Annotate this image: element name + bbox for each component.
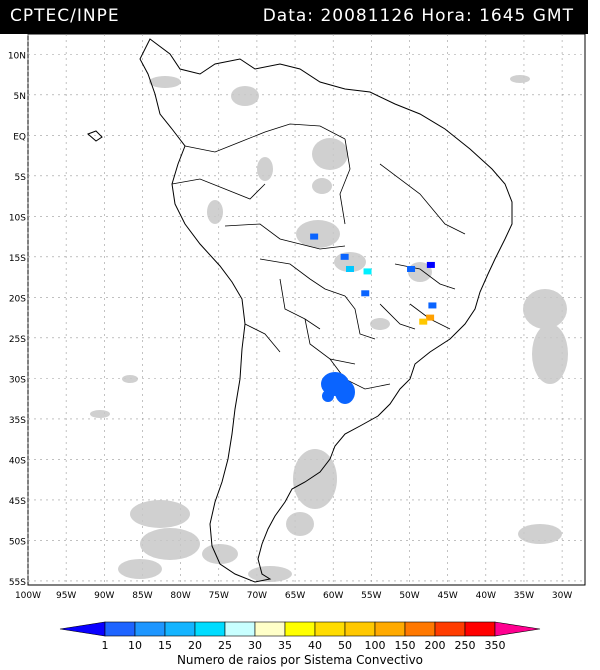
colorbar-swatch bbox=[434, 621, 466, 637]
convective-cell bbox=[340, 253, 349, 260]
colorbar-tick-label: 200 bbox=[425, 639, 446, 652]
colorbar-tick-label: 150 bbox=[395, 639, 416, 652]
lon-tick-label: 50W bbox=[399, 591, 419, 601]
colorbar-swatch bbox=[374, 621, 406, 637]
colorbar-tick-label: 50 bbox=[338, 639, 352, 652]
colorbar-tick-label: 35 bbox=[278, 639, 292, 652]
colorbar-swatch bbox=[314, 621, 346, 637]
convective-cell bbox=[426, 261, 435, 268]
lat-tick-label: 15S bbox=[9, 254, 26, 264]
convective-cell bbox=[419, 318, 428, 325]
lon-tick-label: 75W bbox=[209, 591, 229, 601]
convective-cell bbox=[310, 233, 319, 240]
colorbar-swatch bbox=[464, 621, 496, 637]
colorbar-tick-label: 10 bbox=[128, 639, 142, 652]
convective-cell bbox=[361, 290, 370, 297]
lat-tick-label: 55S bbox=[9, 578, 26, 588]
lon-tick-label: 65W bbox=[285, 591, 305, 601]
lat-tick-label: 50S bbox=[9, 537, 26, 547]
convective-cell bbox=[345, 265, 354, 272]
lat-tick-label: 45S bbox=[9, 497, 26, 507]
lat-tick-label: 5S bbox=[15, 173, 27, 183]
lon-tick-label: 100W bbox=[15, 591, 41, 601]
lon-tick-label: 35W bbox=[514, 591, 534, 601]
lat-tick-label: 30S bbox=[9, 375, 26, 385]
coastline bbox=[87, 38, 513, 583]
colorbar-tick-label: 20 bbox=[188, 639, 202, 652]
colorbar-swatch bbox=[344, 621, 376, 637]
lon-tick-label: 90W bbox=[94, 591, 114, 601]
colorbar-title: Numero de raios por Sistema Convectivo bbox=[176, 653, 424, 667]
colorbar-tick-label: 1 bbox=[102, 639, 109, 652]
convective-cell bbox=[428, 302, 437, 309]
colorbar-swatch bbox=[164, 621, 196, 637]
datetime-label: Data: 20081126 Hora: 1645 GMT bbox=[262, 6, 574, 26]
lon-tick-label: 55W bbox=[361, 591, 381, 601]
source-label: CPTEC/INPE bbox=[10, 6, 120, 26]
convective-cell bbox=[426, 314, 435, 321]
colorbar-swatch bbox=[284, 621, 316, 637]
colorbar-swatch bbox=[134, 621, 166, 637]
colorbar-tick-label: 350 bbox=[485, 639, 506, 652]
convective-cell bbox=[363, 268, 372, 275]
lat-tick-label: 10S bbox=[9, 213, 26, 223]
colorbar: 1 10 15 20 25 30 35 40 50 100 150 200 250 350 bbox=[59, 621, 541, 652]
lon-tick-label: 70W bbox=[247, 591, 267, 601]
convective-cell bbox=[407, 265, 416, 272]
lat-tick-label: EQ bbox=[13, 132, 26, 142]
lon-tick-label: 80W bbox=[170, 591, 190, 601]
colorbar-swatch bbox=[194, 621, 226, 637]
colorbar-swatch bbox=[404, 621, 436, 637]
lon-tick-label: 40W bbox=[476, 591, 496, 601]
colorbar-tick-label: 40 bbox=[308, 639, 322, 652]
lon-tick-label: 60W bbox=[323, 591, 343, 601]
lat-tick-label: 5N bbox=[14, 92, 26, 102]
colorbar-swatch bbox=[254, 621, 286, 637]
colorbar-swatch bbox=[104, 621, 136, 637]
colorbar-tick-label: 25 bbox=[218, 639, 232, 652]
graticule bbox=[27, 34, 585, 585]
colorbar-tick-label: 30 bbox=[248, 639, 262, 652]
map-header: CPTEC/INPE Data: 20081126 Hora: 1645 GMT bbox=[0, 0, 588, 34]
cloud-field bbox=[90, 75, 568, 582]
lon-tick-label: 95W bbox=[56, 591, 76, 601]
colorbar-tick-label: 100 bbox=[365, 639, 386, 652]
lon-tick-label: 45W bbox=[437, 591, 457, 601]
lon-tick-label: 30W bbox=[552, 591, 572, 601]
lightning-map: 10N 5N EQ 5S 10S 15S 20S 25S 30S 35S 40S 45S 50S 55S 1… bbox=[8, 34, 586, 601]
colorbar-swatch bbox=[224, 621, 256, 637]
lat-tick-label: 40S bbox=[9, 456, 26, 466]
colorbar-swatch bbox=[494, 621, 541, 637]
lat-tick-label: 25S bbox=[9, 335, 26, 345]
convective-cluster-south bbox=[321, 372, 355, 404]
colorbar-swatch bbox=[59, 621, 106, 637]
colorbar-tick-label: 15 bbox=[158, 639, 172, 652]
lon-tick-label: 85W bbox=[132, 591, 152, 601]
lat-tick-label: 10N bbox=[8, 51, 26, 61]
lat-tick-label: 35S bbox=[9, 416, 26, 426]
colorbar-tick-label: 250 bbox=[455, 639, 476, 652]
lat-tick-label: 20S bbox=[9, 294, 26, 304]
